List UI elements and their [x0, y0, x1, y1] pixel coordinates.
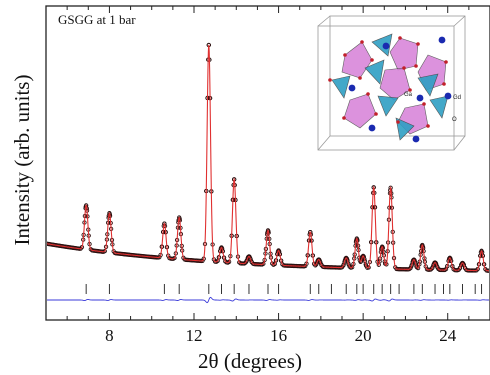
- x-tick-label: 16: [270, 326, 287, 345]
- o-atom: [408, 88, 412, 92]
- ga-atom-label: Ga: [404, 92, 413, 98]
- teal-tetrahedron: [364, 59, 385, 85]
- o-atom: [358, 76, 362, 80]
- o-atom: [396, 120, 400, 124]
- observed-point: [261, 261, 266, 266]
- gd-atom: [382, 42, 390, 50]
- observed-point: [172, 255, 177, 261]
- gd-atom: [368, 124, 376, 132]
- gd-atom: [444, 92, 452, 100]
- o-atom: [360, 40, 364, 44]
- x-axis-label: 2θ (degrees): [198, 349, 302, 373]
- teal-tetrahedron: [331, 75, 351, 99]
- o-atom: [414, 64, 418, 68]
- o-atom: [398, 36, 402, 40]
- difference-series-line: [47, 296, 489, 304]
- o-atom: [328, 78, 332, 82]
- pink-dodecahedron: [379, 67, 411, 101]
- o-atom: [442, 82, 446, 86]
- x-tick-label: 20: [355, 326, 372, 345]
- observed-point: [102, 248, 107, 254]
- gd-atom: [412, 135, 420, 143]
- teal-tetrahedron: [417, 73, 439, 97]
- o-atom: [416, 42, 420, 46]
- x-tick-label: 8: [105, 326, 114, 345]
- observed-point: [215, 258, 220, 263]
- pink-dodecahedron: [343, 93, 377, 129]
- o-atom: [366, 92, 370, 96]
- x-tick-label: 12: [186, 326, 203, 345]
- calculated-series-line: [47, 44, 489, 272]
- o-atom: [426, 124, 430, 128]
- teal-tetrahedron: [395, 117, 415, 141]
- gd-atom: [416, 94, 424, 102]
- o-atom: [342, 116, 346, 120]
- polyhedra: [331, 33, 449, 141]
- crystal-structure-inset: Gd Ga O: [317, 15, 466, 151]
- gd-atom-label: Gd: [453, 95, 461, 101]
- teal-tetrahedron: [377, 95, 399, 117]
- bragg-reflection-ticks: [85, 284, 483, 294]
- o-atom: [422, 102, 426, 106]
- observed-point: [475, 266, 480, 272]
- gd-atom: [438, 36, 446, 44]
- o-atom: [444, 60, 448, 64]
- teal-tetrahedron: [371, 33, 393, 57]
- o-atom: [374, 112, 378, 116]
- panel-label: GSGG at 1 bar: [58, 12, 136, 27]
- o-atoms: [328, 36, 448, 128]
- x-tick-label: 24: [439, 326, 457, 345]
- observed-point: [415, 265, 421, 271]
- o-atom: [402, 66, 406, 70]
- x-axis-ticks: 8 12 16 20 24: [45, 6, 490, 345]
- pink-dodecahedron: [389, 37, 419, 71]
- gd-atoms: [348, 36, 452, 143]
- gd-atom: [348, 84, 356, 92]
- y-axis-label: Intensity (arb. units): [10, 75, 34, 246]
- o-atom: [343, 53, 347, 57]
- unit-cell-edges: [317, 15, 466, 151]
- o-atom: [370, 58, 374, 62]
- observed-point: [226, 259, 232, 264]
- o-atom-label: O: [452, 117, 457, 123]
- teal-tetrahedron: [429, 95, 449, 119]
- data-layer: [47, 42, 489, 304]
- plot-frame: [45, 5, 490, 321]
